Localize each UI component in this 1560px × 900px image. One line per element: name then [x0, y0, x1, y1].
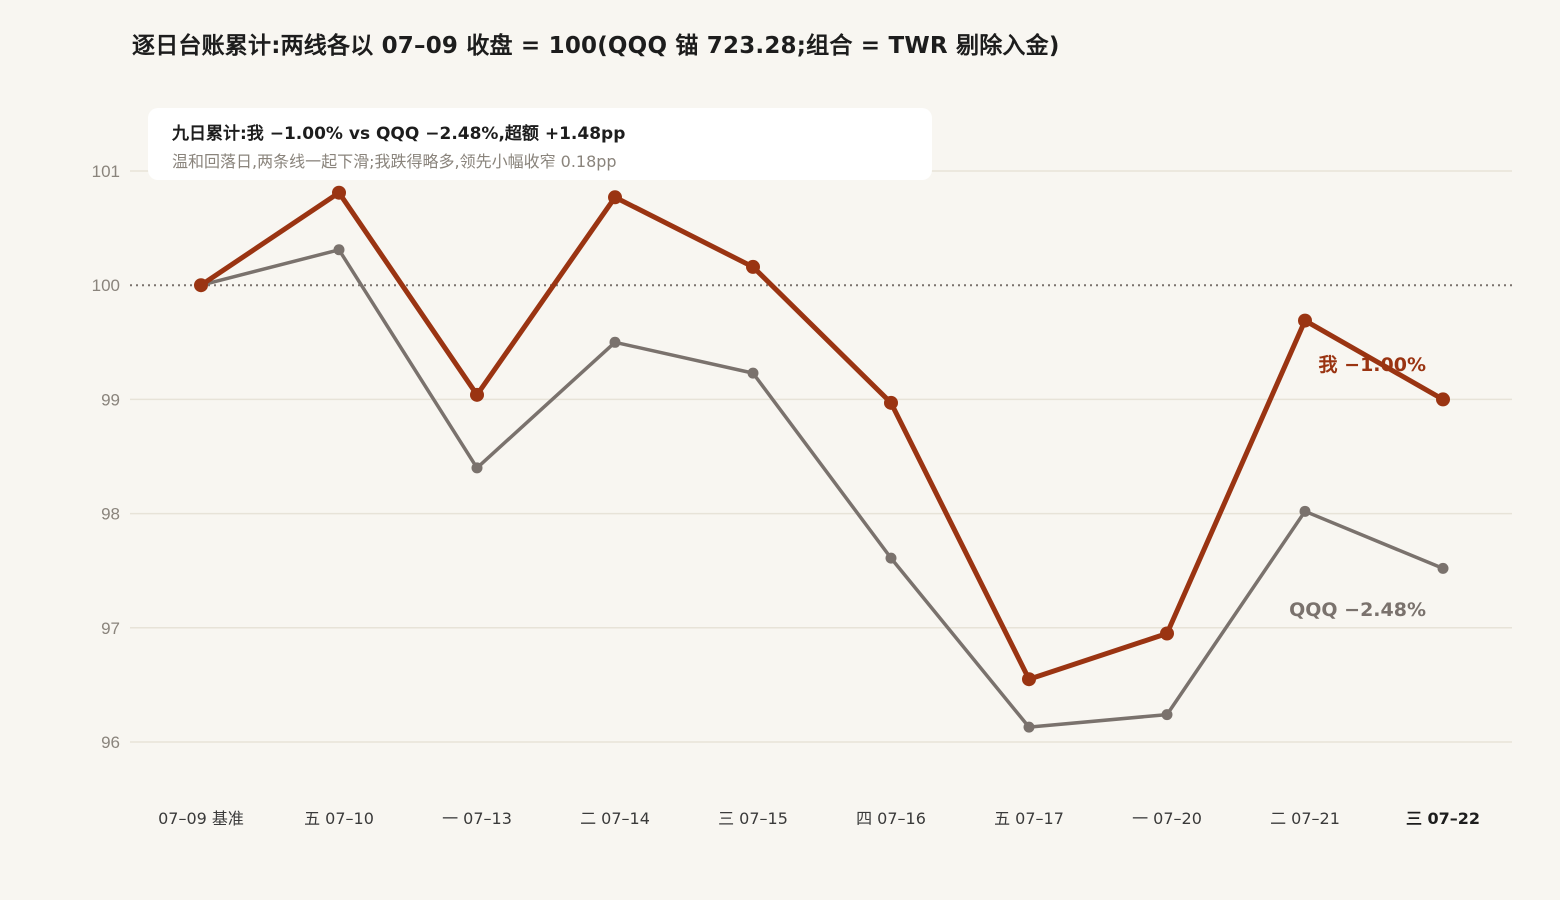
data-point-qqq — [747, 367, 759, 379]
y-tick-label: 96 — [101, 733, 120, 752]
data-point-me — [1022, 672, 1036, 687]
x-tick-label: 07–09 基准 — [158, 809, 244, 828]
data-point-qqq — [1299, 505, 1311, 517]
data-point-qqq — [609, 336, 621, 348]
y-tick-label: 98 — [101, 505, 120, 524]
x-tick-label: 一 07–13 — [442, 809, 512, 828]
series-end-label-me: 我 −1.00% — [1319, 354, 1426, 376]
data-point-qqq — [885, 552, 897, 564]
data-point-me — [608, 190, 622, 205]
x-tick-label: 二 07–21 — [1270, 809, 1340, 828]
y-tick-label: 99 — [101, 390, 120, 409]
data-point-me — [194, 278, 208, 293]
y-tick-label: 97 — [101, 619, 120, 638]
data-point-me — [1436, 392, 1450, 407]
data-point-me — [470, 387, 484, 402]
grid-layer — [130, 170, 1512, 743]
data-point-me — [884, 395, 898, 410]
y-tick-label: 100 — [92, 276, 120, 295]
data-point-qqq — [333, 244, 345, 256]
y-axis: 96 97 98 99 100 101 — [92, 162, 120, 752]
annotation-box: 九日累计:我 −1.00% vs QQQ −2.48%,超额 +1.48pp 温… — [148, 108, 932, 180]
data-point-me — [332, 185, 346, 200]
x-tick-label: 五 07–17 — [994, 809, 1064, 828]
x-tick-label: 三 07–15 — [718, 809, 788, 828]
series-line-me — [198, 190, 1446, 682]
x-tick-label: 四 07–16 — [856, 809, 926, 828]
data-point-me — [746, 259, 760, 274]
annotation-background — [148, 108, 932, 180]
chart-title: 逐日台账累计:两线各以 07–09 收盘 = 100(QQQ 锚 723.28;… — [132, 33, 1060, 59]
data-point-qqq — [471, 462, 483, 474]
annotation-title: 九日累计:我 −1.00% vs QQQ −2.48%,超额 +1.48pp — [171, 123, 625, 144]
x-tick-label: 三 07–22 — [1406, 809, 1480, 828]
x-axis: 07–09 基准 五 07–10 一 07–13 二 07–14 三 07–15 四 07… — [158, 809, 1480, 828]
x-tick-label: 一 07–20 — [1132, 809, 1202, 828]
x-tick-label: 五 07–10 — [304, 809, 374, 828]
series-qqq: QQQ −2.48% — [195, 244, 1449, 733]
data-point-qqq — [1023, 721, 1035, 733]
y-tick-label: 101 — [92, 162, 120, 181]
annotation-subtitle: 温和回落日,两条线一起下滑;我跌得略多,领先小幅收窄 0.18pp — [172, 152, 617, 171]
data-point-me — [1298, 313, 1312, 328]
series-line-qqq — [199, 248, 1445, 729]
data-point-me — [1160, 626, 1174, 641]
x-tick-label: 二 07–14 — [580, 809, 650, 828]
series-end-label-qqq: QQQ −2.48% — [1289, 599, 1426, 621]
data-point-qqq — [1161, 709, 1173, 721]
series-me: 我 −1.00% — [194, 185, 1450, 687]
series-layer: QQQ −2.48% 我 −1.00% — [194, 185, 1450, 733]
data-point-qqq — [1437, 562, 1449, 574]
